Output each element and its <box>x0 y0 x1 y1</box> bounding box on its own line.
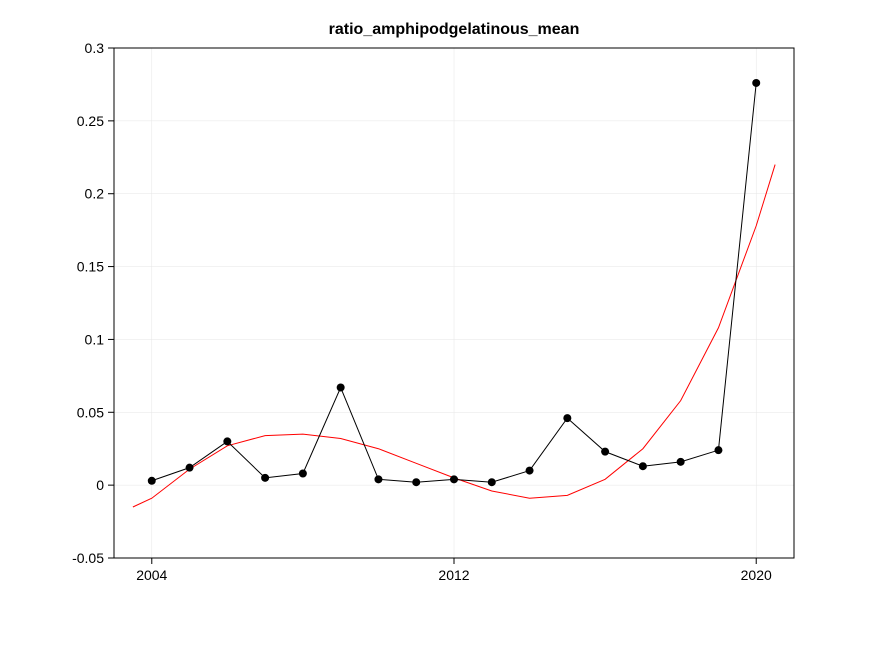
y-tick-label: 0.15 <box>77 259 104 275</box>
data-point <box>601 448 609 456</box>
data-point <box>148 477 156 485</box>
data-point <box>488 478 496 486</box>
y-tick-label: 0.25 <box>77 113 104 129</box>
y-tick-label: 0.1 <box>85 331 105 347</box>
data-point <box>563 414 571 422</box>
x-tick-label: 2020 <box>741 567 772 583</box>
x-tick-label: 2004 <box>136 567 167 583</box>
y-tick-label: -0.05 <box>72 550 104 566</box>
data-point <box>412 478 420 486</box>
y-tick-label: 0.2 <box>85 186 105 202</box>
data-point <box>752 79 760 87</box>
data-point <box>714 446 722 454</box>
x-tick-label: 2012 <box>438 567 469 583</box>
data-point <box>299 469 307 477</box>
data-point <box>186 464 194 472</box>
data-point <box>374 475 382 483</box>
data-point <box>223 437 231 445</box>
data-point <box>450 475 458 483</box>
data-point <box>639 462 647 470</box>
data-point <box>677 458 685 466</box>
chart-container: 2004 2012 2020 -0.05 0 0.05 0.1 0.15 0.2 0.25 0.3 r… <box>0 0 875 656</box>
chart-title: ratio_amphipodgelatinous_mean <box>329 21 580 38</box>
y-tick-label: 0.05 <box>77 404 104 420</box>
y-tick-label: 0.3 <box>85 40 105 56</box>
data-point <box>526 467 534 475</box>
data-point <box>261 474 269 482</box>
y-tick-label: 0 <box>96 477 104 493</box>
data-point <box>337 384 345 392</box>
chart-svg: 2004 2012 2020 -0.05 0 0.05 0.1 0.15 0.2 0.25 0.3 r… <box>0 0 875 656</box>
